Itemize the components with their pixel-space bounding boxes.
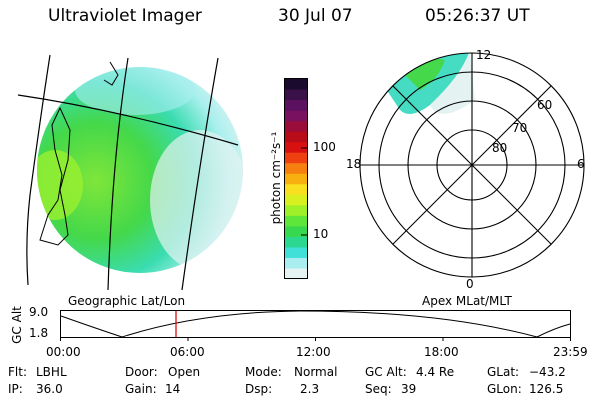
dsp-label: Dsp: (245, 382, 273, 396)
altitude-plot (60, 310, 571, 341)
glat-label: GLat: (487, 365, 520, 379)
colorbar-cell (285, 194, 307, 206)
xtick-1800: 18:00 (424, 345, 459, 359)
colorbar-tick-10: 10 (313, 227, 329, 241)
gain-value: 14 (165, 382, 181, 396)
flt-value: LBHL (36, 365, 67, 379)
door-value: Open (168, 365, 201, 379)
door-label: Door: (125, 365, 158, 379)
mlat-label-60: 60 (537, 98, 553, 112)
colorbar-cell (285, 184, 307, 196)
glon-value: 126.5 (529, 382, 564, 396)
mode-value: Normal (294, 365, 338, 379)
color-bar (284, 78, 308, 280)
mlt-label-12: 12 (476, 48, 492, 62)
colorbar-cell (285, 121, 307, 133)
time-label: 05:26:37 UT (425, 6, 530, 26)
colorbar-cell (285, 215, 307, 227)
xtick-1200: 12:00 (296, 345, 331, 359)
polar-panel-label: Apex MLat/MLT (422, 294, 512, 308)
colorbar-tick-100: 100 (313, 140, 336, 154)
colorbar-cell (285, 205, 307, 217)
altitude-ytick-1: 1.8 (29, 326, 49, 340)
ip-value: 36.0 (36, 382, 63, 396)
colorbar-cell (285, 152, 307, 164)
instrument-title: Ultraviolet Imager (48, 6, 202, 26)
glon-label: GLon: (487, 382, 522, 396)
xtick-0600: 06:00 (170, 345, 205, 359)
xtick-2359: 23:59 (553, 345, 588, 359)
gain-label: Gain: (125, 382, 157, 396)
geo-panel-label: Geographic Lat/Lon (68, 294, 186, 308)
colorbar-cell (285, 100, 307, 112)
mlat-label-80: 80 (492, 141, 508, 155)
glat-value: −43.2 (529, 365, 566, 379)
polar-panel (359, 52, 585, 278)
colorbar-cell (285, 142, 307, 154)
mlt-label-0: 0 (466, 277, 474, 291)
colorbar-cell (285, 236, 307, 248)
mode-label: Mode: (245, 365, 282, 379)
flt-label: Flt: (8, 365, 27, 379)
colorbar-cell (285, 247, 307, 259)
seq-value: 39 (401, 382, 417, 396)
mlat-label-70: 70 (512, 121, 528, 135)
colorbar-cell (285, 131, 307, 143)
dsp-value: 2.3 (300, 382, 320, 396)
date-label: 30 Jul 07 (278, 6, 353, 26)
mlt-label-6: 6 (577, 157, 585, 171)
altitude-ytick-9: 9.0 (29, 305, 49, 319)
geographic-image-panel (17, 54, 243, 291)
colorbar-cell (285, 268, 307, 280)
altitude-ylabel: GC Alt (9, 306, 24, 344)
colorbar-cell (285, 173, 307, 185)
gcalt-value: 4.4 Re (416, 365, 455, 379)
ip-label: IP: (8, 382, 23, 396)
seq-label: Seq: (365, 382, 392, 396)
colorbar-cell (285, 226, 307, 238)
colorbar-cell (285, 89, 307, 101)
colorbar-cell (285, 257, 307, 269)
colorbar-cell (285, 163, 307, 175)
xtick-0000: 00:00 (46, 345, 81, 359)
colorbar-cell (285, 110, 307, 122)
gcalt-label: GC Alt: (365, 365, 407, 379)
colorbar-cell (285, 79, 307, 91)
mlt-label-18: 18 (346, 157, 362, 171)
